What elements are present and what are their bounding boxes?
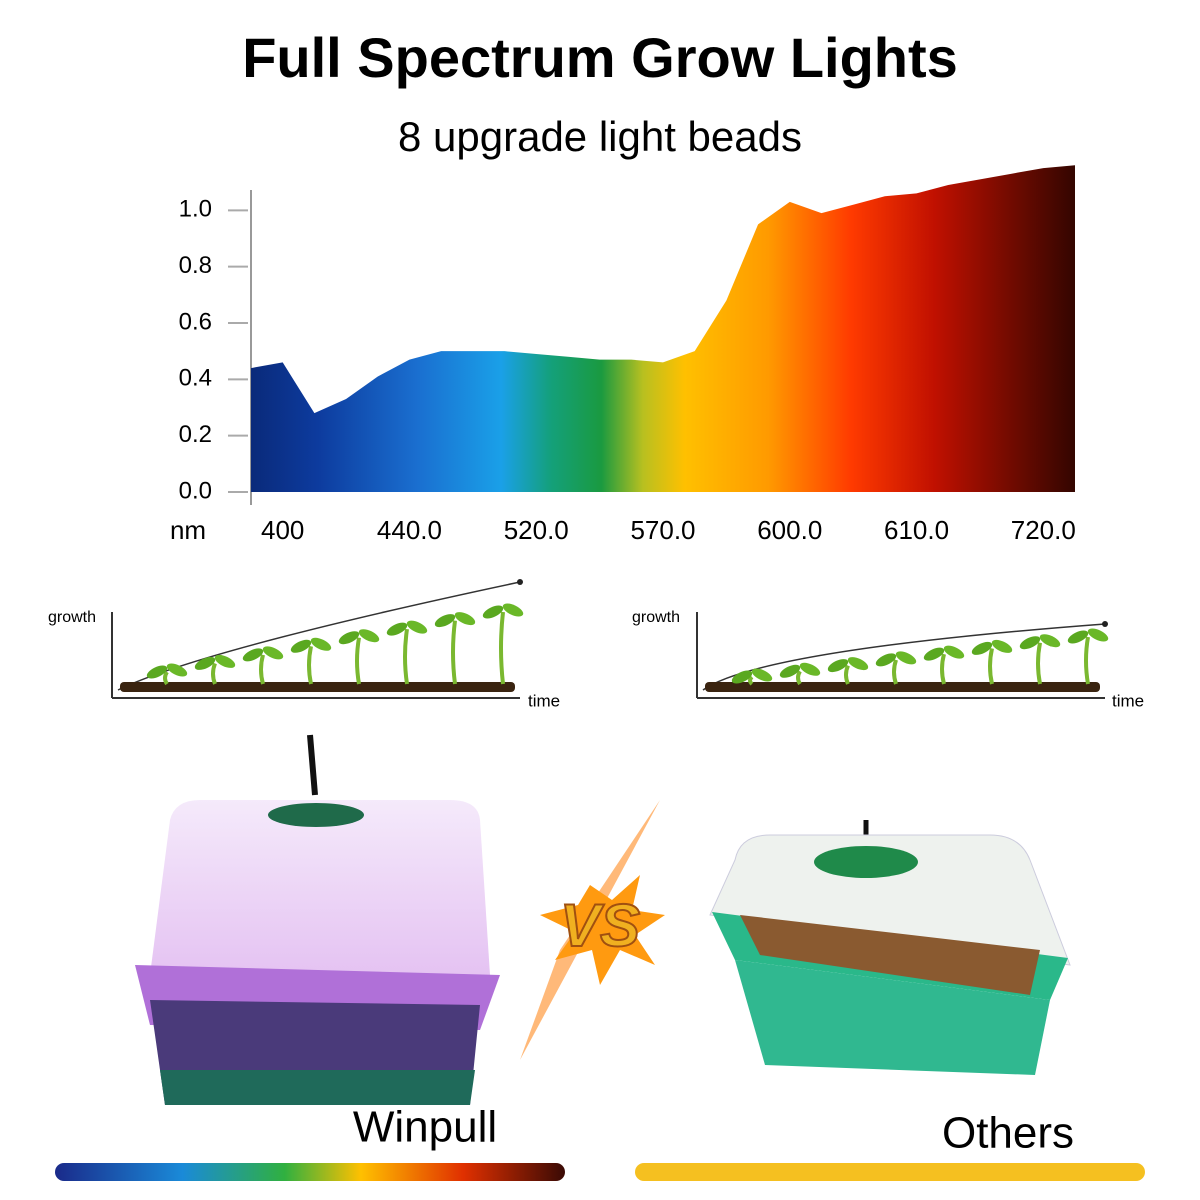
leaf	[751, 668, 773, 682]
spectrum-bar	[55, 1163, 565, 1181]
x-tick-label: 570.0	[630, 515, 695, 545]
stem	[892, 659, 898, 685]
leaf	[1067, 630, 1089, 644]
dome	[709, 834, 1071, 966]
leaf	[338, 631, 360, 645]
stem	[796, 670, 802, 686]
x-tick-label: 610.0	[884, 515, 949, 545]
y-tick-label: 0.2	[179, 421, 212, 448]
tray-base	[160, 1070, 475, 1105]
vs-text: VS	[560, 892, 640, 959]
growth-panel-left: growth time	[48, 579, 560, 710]
y-tick-label: 0.8	[179, 252, 212, 279]
curve-end	[517, 579, 523, 585]
leaf	[779, 664, 801, 678]
leaf	[1039, 634, 1061, 648]
others-tray	[709, 820, 1071, 1075]
leaf	[214, 654, 236, 668]
leaf	[847, 657, 869, 671]
leaf	[242, 648, 264, 662]
vs-badge: VS	[520, 800, 665, 1060]
y-label: growth	[48, 609, 96, 626]
stem	[1036, 642, 1042, 685]
stem	[1084, 636, 1090, 685]
leaf	[502, 603, 524, 617]
leaf	[358, 629, 380, 643]
title: Full Spectrum Grow Lights	[242, 26, 958, 89]
leaf	[406, 620, 428, 634]
stem	[451, 620, 457, 685]
soil	[120, 682, 515, 692]
stem	[748, 675, 754, 686]
y-tick-label: 0.0	[179, 477, 212, 504]
stem	[307, 645, 313, 685]
leaf	[875, 653, 897, 667]
leaf	[482, 605, 504, 619]
stem	[403, 628, 409, 685]
x-label: time	[528, 691, 560, 710]
burst	[540, 875, 665, 985]
cable	[307, 734, 318, 796]
y-tick-label: 0.4	[179, 365, 212, 392]
stem	[355, 637, 361, 685]
stem	[163, 670, 169, 686]
stem	[259, 654, 265, 685]
y-tick-label: 1.0	[179, 196, 212, 223]
stem	[988, 647, 994, 685]
soil-cells	[740, 915, 1040, 995]
tray-body	[735, 960, 1050, 1075]
x-tick-label: 400	[261, 515, 304, 545]
x-label: time	[1112, 691, 1144, 710]
x-tick-label: 440.0	[377, 515, 442, 545]
lamp	[268, 803, 364, 827]
stem	[844, 664, 850, 685]
leaf	[454, 612, 476, 626]
leaf	[166, 663, 188, 677]
growth-curve	[702, 623, 1106, 691]
growth-panel-right: growth time	[632, 609, 1144, 710]
leaf	[923, 647, 945, 661]
x-axis-label: nm	[170, 515, 206, 545]
leaf	[895, 651, 917, 665]
stem	[499, 611, 505, 685]
leaf	[799, 662, 821, 676]
leaf	[434, 614, 456, 628]
product-label: Others	[942, 1109, 1074, 1158]
x-tick-label: 520.0	[504, 515, 569, 545]
leaf	[943, 645, 965, 659]
leaf	[290, 639, 312, 653]
y-label: growth	[632, 609, 680, 626]
subtitle: 8 upgrade light beads	[398, 113, 802, 160]
dome	[150, 800, 490, 975]
leaf	[194, 656, 216, 670]
leaf	[827, 659, 849, 673]
spectrum-area	[251, 165, 1075, 492]
stem	[211, 662, 217, 685]
leaf	[731, 670, 753, 684]
leaf	[1087, 628, 1109, 642]
leaf	[146, 665, 168, 679]
yellow-bar	[635, 1163, 1145, 1181]
leaf	[1019, 636, 1041, 650]
sprouts	[146, 603, 1109, 686]
product-label: Winpull	[353, 1103, 497, 1152]
winpull-tray	[135, 734, 500, 1105]
y-tick-label: 0.6	[179, 308, 212, 335]
lamp	[814, 846, 918, 878]
growth-curve	[117, 581, 521, 691]
x-tick-label: 600.0	[757, 515, 822, 545]
leaf	[262, 646, 284, 660]
x-tick-label: 720.0	[1011, 515, 1076, 545]
stem	[940, 653, 946, 685]
leaf	[310, 637, 332, 651]
leaf	[386, 622, 408, 636]
soil	[705, 682, 1100, 692]
leaf	[971, 641, 993, 655]
leaf	[991, 639, 1013, 653]
curve-end	[1102, 621, 1108, 627]
spectrum-chart: 0.0 0.2 0.4 0.6 0.8 1.0 400 440.0 520.0 570.0 600.…	[179, 165, 1076, 545]
